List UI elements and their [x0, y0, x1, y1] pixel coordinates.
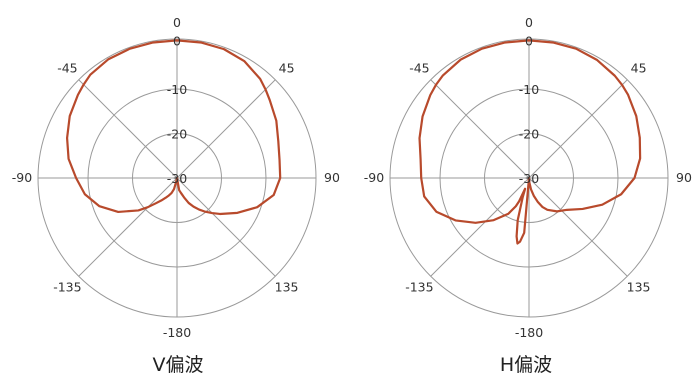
pattern-line: [418, 39, 642, 245]
angle-tick-label: 0: [173, 15, 181, 30]
angle-tick-label: -90: [12, 170, 32, 185]
radial-tick-label: 0: [173, 33, 181, 48]
grid-spoke: [528, 177, 628, 277]
angle-tick-label: 45: [631, 60, 647, 75]
pattern-line: [65, 39, 282, 216]
v-polarization-chart: 0 -10 -20 -30 0 45 90 135 -180 -135 -90 -45: [12, 15, 340, 340]
angle-tick-label: 90: [324, 170, 340, 185]
grid-spoke: [430, 79, 530, 179]
angle-tick-label: -180: [163, 325, 191, 340]
angle-tick-label: 0: [525, 15, 533, 30]
grid-spoke: [176, 79, 276, 179]
grid-spoke: [78, 79, 178, 179]
h-polarization-caption: H偏波: [499, 354, 553, 376]
grid-spoke: [176, 177, 276, 277]
angle-tick-label: 135: [627, 280, 651, 295]
grid-spoke: [78, 177, 178, 277]
angle-tick-label: -45: [57, 60, 77, 75]
grid-spoke: [430, 177, 530, 277]
radial-tick-label: -10: [519, 82, 539, 97]
angle-tick-label: 90: [676, 170, 692, 185]
angle-tick-label: -135: [405, 280, 433, 295]
v-polarization-caption: V偏波: [152, 354, 204, 376]
radial-tick-label: -20: [519, 127, 539, 142]
angle-tick-label: -180: [515, 325, 543, 340]
angle-tick-label: -90: [364, 170, 384, 185]
radial-tick-label: -30: [167, 171, 187, 186]
radial-tick-label: -30: [519, 171, 539, 186]
angle-tick-label: 135: [275, 280, 299, 295]
angle-tick-label: -45: [409, 60, 429, 75]
grid-spoke: [528, 79, 628, 179]
radial-tick-label: -10: [167, 82, 187, 97]
angle-tick-label: -135: [53, 280, 81, 295]
radial-tick-label: -20: [167, 127, 187, 142]
angle-tick-label: 45: [279, 60, 295, 75]
h-polarization-chart: 0 -10 -20 -30 0 45 90 135 -180 -135 -90 -45: [364, 15, 692, 340]
radial-tick-label: 0: [525, 33, 533, 48]
